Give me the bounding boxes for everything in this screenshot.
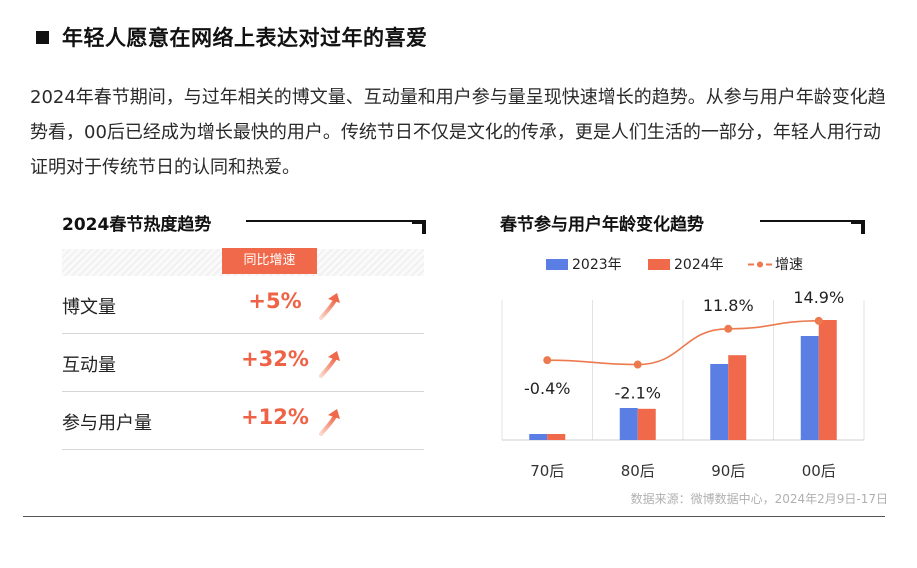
metric-label: 互动量 [62,355,116,376]
row-divider [62,449,424,450]
legend-label: 2023年 [572,257,622,273]
metric-value: +32% [241,347,309,371]
growth-data-label: -2.1% [615,384,661,403]
source-note: 数据来源：微博数据中心，2024年2月9日-17日 [630,492,888,506]
bar-2023 [800,336,819,440]
metric-label: 博文量 [62,297,116,318]
row-divider [62,391,424,392]
arrow-up-right-icon [318,406,344,440]
heat-table-title-rule [246,220,416,222]
x-tick-label: 90后 [711,462,745,480]
x-tick-label: 80后 [621,462,655,480]
growth-point [633,360,642,369]
page-title: 年轻人愿意在网络上表达对过年的喜爱 [62,26,428,50]
legend-swatch-2024 [648,258,670,270]
row-divider [62,333,424,334]
growth-data-label: 11.8% [703,296,754,315]
growth-point [724,324,733,333]
growth-point [814,316,823,325]
legend-label: 增速 [775,257,803,273]
bar-2023 [710,364,729,440]
title-bullet-square [36,30,49,44]
page-title-row: 年轻人愿意在网络上表达对过年的喜爱 [36,22,428,52]
bar-2024 [728,355,747,440]
heat-table-corner-mark [412,220,426,234]
arrow-up-right-icon [318,290,344,324]
legend-swatch-2023 [546,258,568,270]
metric-value: +5% [248,289,302,313]
bar-2024 [818,320,837,440]
legend-2024: 2024年 [648,254,724,274]
growth-data-label: -0.4% [524,379,570,398]
growth-line [547,320,819,366]
bar-2023 [619,408,638,440]
growth-data-label: 14.9% [793,288,844,307]
metric-row-interactions: 互动量 +32% [62,334,424,392]
chart-title: 春节参与用户年龄变化趋势 [500,215,704,235]
legend-2023: 2023年 [546,254,622,274]
legend-label: 2024年 [674,257,724,273]
legend-growth-line-icon [748,261,772,267]
legend-growth: 增速 [748,254,803,274]
metric-label: 参与用户量 [62,413,152,434]
bar-2023 [529,434,548,440]
metric-value: +12% [241,405,309,429]
metric-row-posts: 博文量 +5% [62,276,424,334]
bar-2024 [547,434,566,440]
bottom-divider [23,516,885,517]
x-tick-label: 70后 [530,462,564,480]
chart-title-rule [760,220,855,222]
yoy-growth-badge: 同比增速 [222,248,317,274]
metric-row-users: 参与用户量 +12% [62,392,424,450]
heat-table-title: 2024春节热度趋势 [62,215,212,235]
bar-2024 [637,408,656,440]
x-tick-label: 00后 [802,462,836,480]
chart-corner-mark [851,220,865,234]
growth-point [543,356,552,365]
intro-paragraph: 2024年春节期间，与过年相关的博文量、互动量和用户参与量呈现快速增长的趋势。从… [30,87,886,178]
arrow-up-right-icon [318,348,344,382]
